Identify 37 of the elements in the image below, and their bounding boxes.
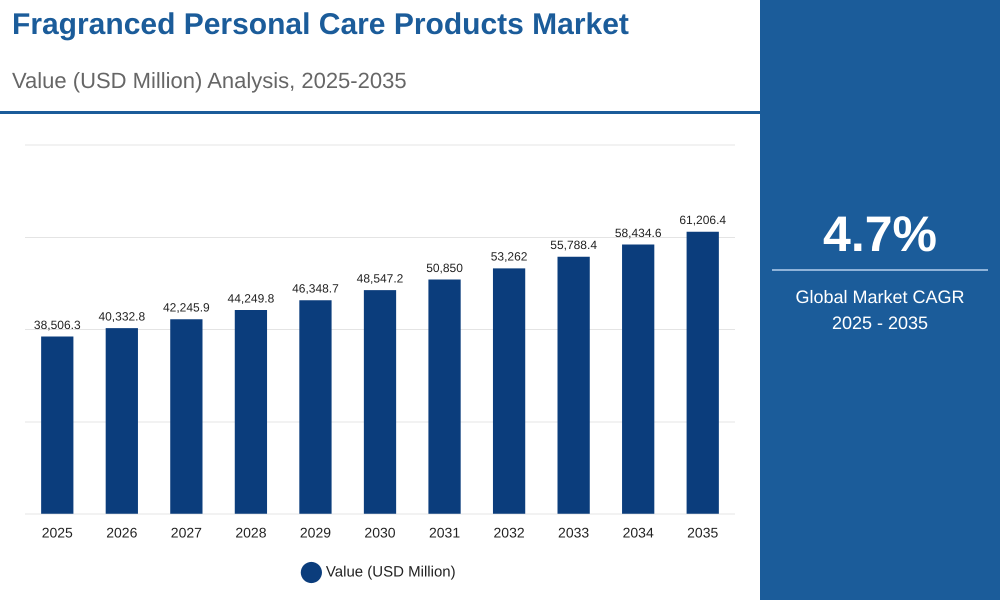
x-tick-label: 2028 [235,524,267,540]
x-tick-label: 2032 [494,524,525,540]
bar [492,268,526,514]
data-label: 58,434.6 [614,226,662,240]
data-label: 42,245.9 [163,300,210,315]
data-label: 40,332.8 [98,309,146,324]
bar [234,310,268,514]
x-tick-label: 2026 [106,524,138,540]
data-label: 38,506.3 [34,318,81,332]
data-label: 61,206.4 [679,213,726,228]
data-label: 44,249.8 [228,291,275,306]
data-label: 53,262 [490,250,528,264]
bar [686,232,719,514]
x-tick-label: 2025 [42,524,74,540]
chart-subtitle: Value (USD Million) Analysis, 2025-2035 [12,68,407,94]
bar [41,336,74,514]
bar [170,319,202,514]
bar [299,300,332,514]
x-tick-label: 2031 [428,524,460,540]
bar [558,256,590,514]
bar [106,328,138,514]
bar [364,290,396,514]
bar [622,244,654,514]
bar [428,280,461,514]
x-tick-label: 2030 [364,524,396,540]
x-tick-label: 2027 [170,524,202,540]
x-tick-label: 2035 [687,524,719,540]
x-tick-label: 2034 [622,524,654,540]
data-label: 46,348.7 [292,282,340,296]
x-tick-label: 2033 [558,524,590,540]
legend-label: Value (USD Million) [326,564,456,581]
side-panel: 4.7% Global Market CAGR 2025 - 2035 [760,0,1000,600]
x-tick-label: 2029 [300,524,332,540]
data-label: 50,850 [426,260,464,275]
data-label: 55,788.4 [550,238,598,252]
chart-title: Fragranced Personal Care Products Market [12,8,629,42]
data-label: 48,547.2 [356,271,404,286]
